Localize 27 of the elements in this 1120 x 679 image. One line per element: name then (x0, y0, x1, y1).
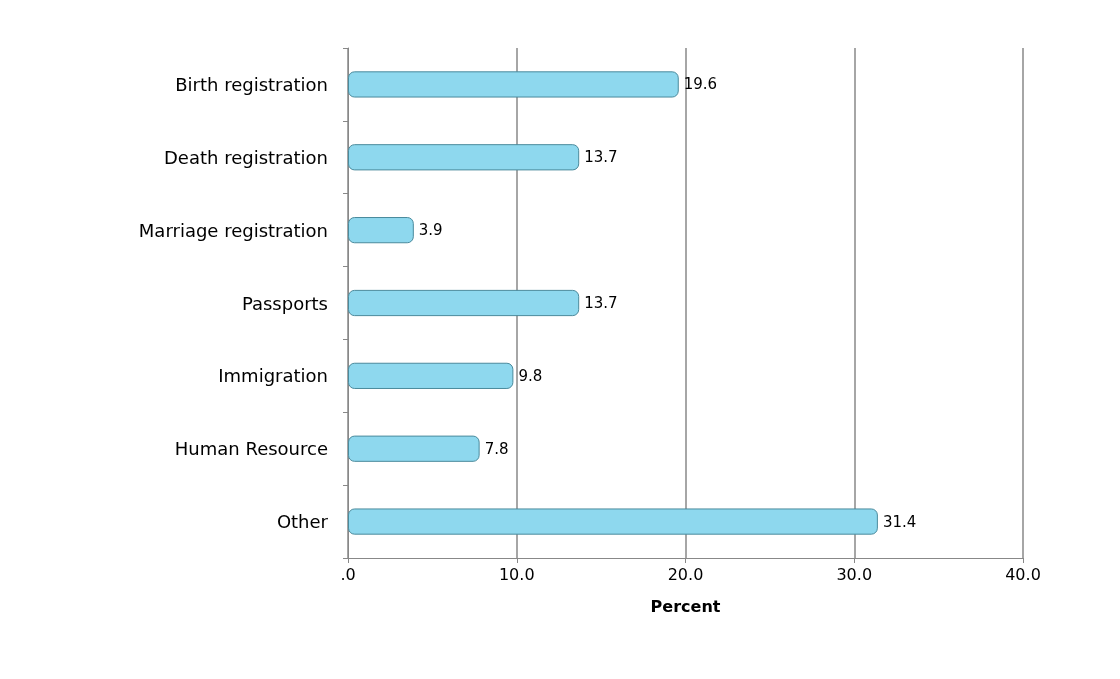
bar (348, 435, 480, 462)
x-tick-label: 10.0 (498, 564, 535, 584)
y-tick-label: Human Resource (174, 438, 328, 460)
bar (348, 144, 580, 171)
data-label: 19.6 (683, 75, 718, 94)
y-tick-label: Passports (241, 292, 328, 314)
bar (348, 71, 679, 98)
data-label: 13.7 (584, 148, 618, 167)
bar (348, 508, 878, 535)
x-tick-label: 40.0 (1005, 564, 1041, 584)
x-tick-label: .0 (340, 564, 356, 584)
x-tick-label: 20.0 (667, 564, 704, 584)
data-label: 7.8 (484, 439, 509, 458)
bar (348, 362, 514, 389)
y-tick-label: Other (276, 511, 329, 533)
y-tick-label: Immigration (218, 365, 328, 387)
y-tick-label: Birth registration (175, 73, 328, 95)
data-label: 31.4 (882, 512, 917, 531)
bar (348, 289, 580, 317)
y-tick-label: Marriage registration (138, 219, 328, 241)
data-label: 3.9 (418, 221, 443, 240)
data-label: 13.7 (584, 294, 618, 312)
x-tick-label: 30.0 (836, 564, 873, 584)
x-axis-title: Percent (650, 596, 721, 616)
y-tick-label: Death registration (163, 146, 328, 168)
data-label: 9.8 (518, 366, 543, 385)
bar (348, 217, 414, 244)
